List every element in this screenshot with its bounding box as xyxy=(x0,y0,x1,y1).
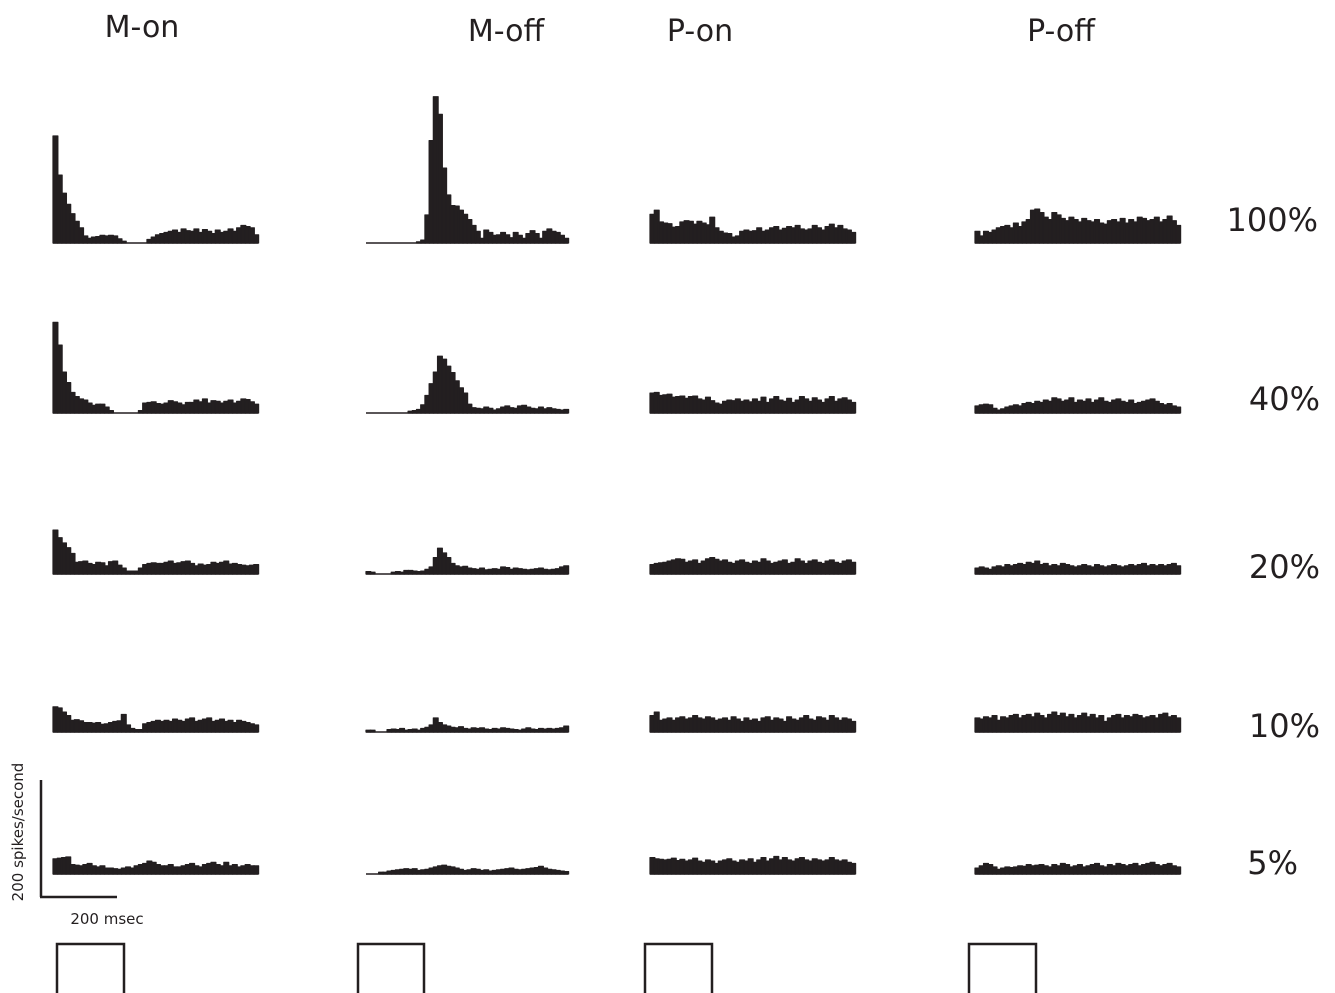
histogram-bar xyxy=(369,729,376,733)
histogram-p-on-5pct xyxy=(649,855,857,875)
stimulus-marker-p-off xyxy=(967,942,1038,993)
row-label-5: 5% xyxy=(1247,844,1298,882)
histogram-bar xyxy=(563,408,570,414)
histogram-m-off-10pct xyxy=(365,717,570,733)
histogram-m-on-10pct xyxy=(52,706,260,733)
histogram-bar xyxy=(1175,866,1182,875)
histogram-m-off-20pct xyxy=(365,547,570,575)
histogram-p-on-20pct xyxy=(649,557,857,575)
histogram-bar xyxy=(850,231,857,244)
histogram-p-off-40pct xyxy=(974,397,1182,414)
histogram-m-off-100pct xyxy=(366,96,570,244)
histogram-bar xyxy=(253,865,260,875)
histogram-bar xyxy=(253,234,260,244)
histogram-grid xyxy=(52,96,1182,875)
stimulus-markers xyxy=(55,942,1038,993)
row-label-100: 100% xyxy=(1227,201,1318,239)
histogram-bar xyxy=(253,724,260,733)
row-label-20: 20% xyxy=(1249,548,1320,586)
histogram-m-on-5pct xyxy=(52,856,260,875)
histogram-bar xyxy=(253,403,260,414)
histogram-bar xyxy=(369,571,376,575)
scale-bar-x-label: 200 msec xyxy=(70,910,143,928)
column-titles: M-on M-off P-on P-off xyxy=(105,10,1097,49)
scale-bar: 200 spikes/second 200 msec xyxy=(9,763,144,928)
histogram-bar xyxy=(120,713,127,733)
histogram-m-on-100pct xyxy=(52,135,260,244)
histogram-bar xyxy=(850,862,857,875)
histogram-bar xyxy=(107,410,114,414)
stimulus-marker-m-on xyxy=(55,942,126,993)
histogram-bar xyxy=(563,725,570,733)
histogram-bar xyxy=(462,392,469,414)
row-label-40: 40% xyxy=(1249,380,1320,418)
row-labels: 100% 40% 20% 10% 5% xyxy=(1227,201,1320,882)
histogram-bar xyxy=(850,720,857,733)
histogram-bar xyxy=(1175,224,1182,244)
column-title-p-on: P-on xyxy=(667,14,733,49)
histogram-p-on-40pct xyxy=(649,391,857,414)
histogram-bar xyxy=(563,871,570,875)
histogram-bar xyxy=(253,564,260,575)
stimulus-marker-m-off xyxy=(356,942,426,993)
histogram-bar xyxy=(1175,565,1182,575)
histogram-p-off-100pct xyxy=(974,208,1182,244)
stimulus-marker-p-on xyxy=(643,942,714,993)
histogram-bar xyxy=(563,237,570,244)
histogram-bar xyxy=(1175,717,1182,733)
histogram-p-on-10pct xyxy=(649,711,857,733)
histogram-p-off-20pct xyxy=(974,560,1182,575)
histogram-bar xyxy=(120,240,127,244)
column-title-p-off: P-off xyxy=(1027,14,1096,49)
histogram-m-on-20pct xyxy=(52,529,260,575)
histogram-p-off-5pct xyxy=(974,861,1182,875)
column-title-m-off: M-off xyxy=(468,14,546,49)
histogram-bar xyxy=(563,565,570,575)
row-label-10: 10% xyxy=(1249,707,1320,745)
column-title-m-on: M-on xyxy=(105,10,180,45)
histogram-bar xyxy=(850,561,857,575)
histogram-m-off-40pct xyxy=(366,355,570,414)
scale-bar-y-label: 200 spikes/second xyxy=(9,763,27,902)
histogram-bar xyxy=(850,401,857,414)
histogram-bar xyxy=(474,230,481,244)
histogram-m-on-40pct xyxy=(52,321,260,414)
histogram-bar xyxy=(1175,406,1182,414)
histogram-p-on-100pct xyxy=(649,209,857,244)
histogram-p-off-10pct xyxy=(974,711,1182,733)
histogram-m-off-5pct xyxy=(366,864,570,875)
